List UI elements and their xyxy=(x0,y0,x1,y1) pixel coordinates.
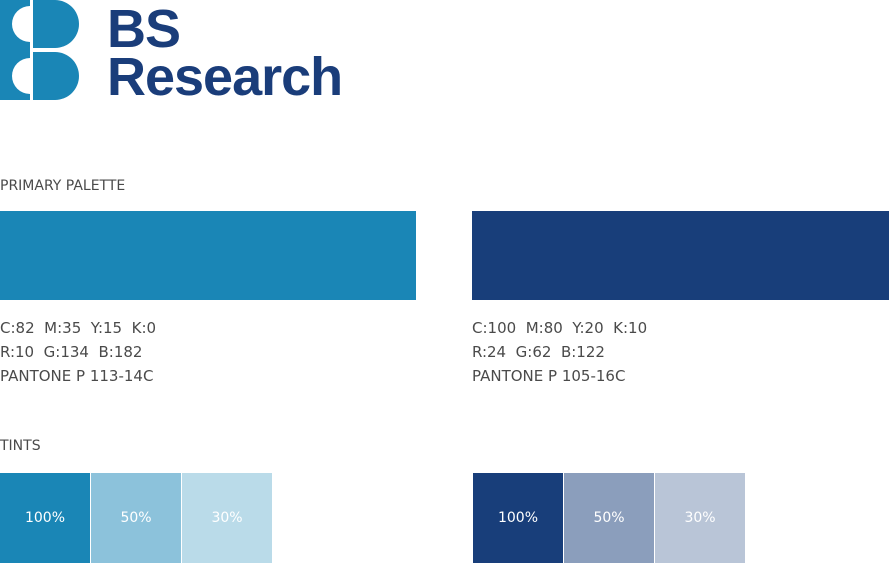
tint-swatch: 50% xyxy=(564,473,654,563)
color-spec: C:82 M:35 Y:15 K:0 R:10 G:134 B:182 PANT… xyxy=(0,316,156,388)
color-swatch xyxy=(472,211,889,300)
tint-swatch: 30% xyxy=(182,473,272,563)
color-spec: C:100 M:80 Y:20 K:10 R:24 G:62 B:122 PAN… xyxy=(472,316,647,388)
logo-line: Research xyxy=(107,47,343,107)
logo-line: BS xyxy=(107,0,181,59)
cmyk: C:100 M:80 Y:20 K:10 xyxy=(472,319,648,337)
section-heading: TINTS xyxy=(0,438,41,454)
tint-swatch: 100% xyxy=(0,473,90,563)
tint-swatch: 50% xyxy=(91,473,181,563)
pantone: PANTONE P 113-14C xyxy=(0,367,154,385)
rgb: R:24 G:62 B:122 xyxy=(472,343,605,361)
pantone: PANTONE P 105-16C xyxy=(472,367,626,385)
tint-swatch: 30% xyxy=(655,473,745,563)
section-heading: PRIMARY PALETTE xyxy=(0,178,126,194)
color-swatch xyxy=(0,211,416,300)
rgb: R:10 G:134 B:182 xyxy=(0,343,143,361)
cmyk: C:82 M:35 Y:15 K:0 xyxy=(0,319,157,337)
logo-icon xyxy=(0,0,79,100)
tint-swatch: 100% xyxy=(473,473,563,563)
